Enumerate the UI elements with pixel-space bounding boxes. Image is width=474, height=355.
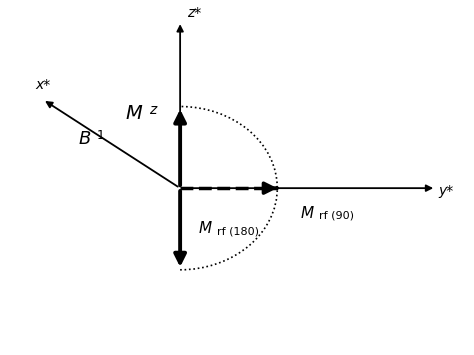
Text: z: z bbox=[149, 103, 156, 117]
Text: rf (180): rf (180) bbox=[217, 226, 259, 236]
Text: M: M bbox=[301, 206, 314, 220]
Text: M: M bbox=[126, 104, 143, 123]
Text: 1: 1 bbox=[97, 129, 105, 142]
Text: y*: y* bbox=[438, 184, 454, 198]
Text: x*: x* bbox=[36, 78, 51, 92]
Text: B: B bbox=[78, 130, 91, 148]
Text: z*: z* bbox=[187, 6, 201, 20]
Text: rf (90): rf (90) bbox=[319, 211, 354, 220]
Text: M: M bbox=[199, 222, 212, 236]
